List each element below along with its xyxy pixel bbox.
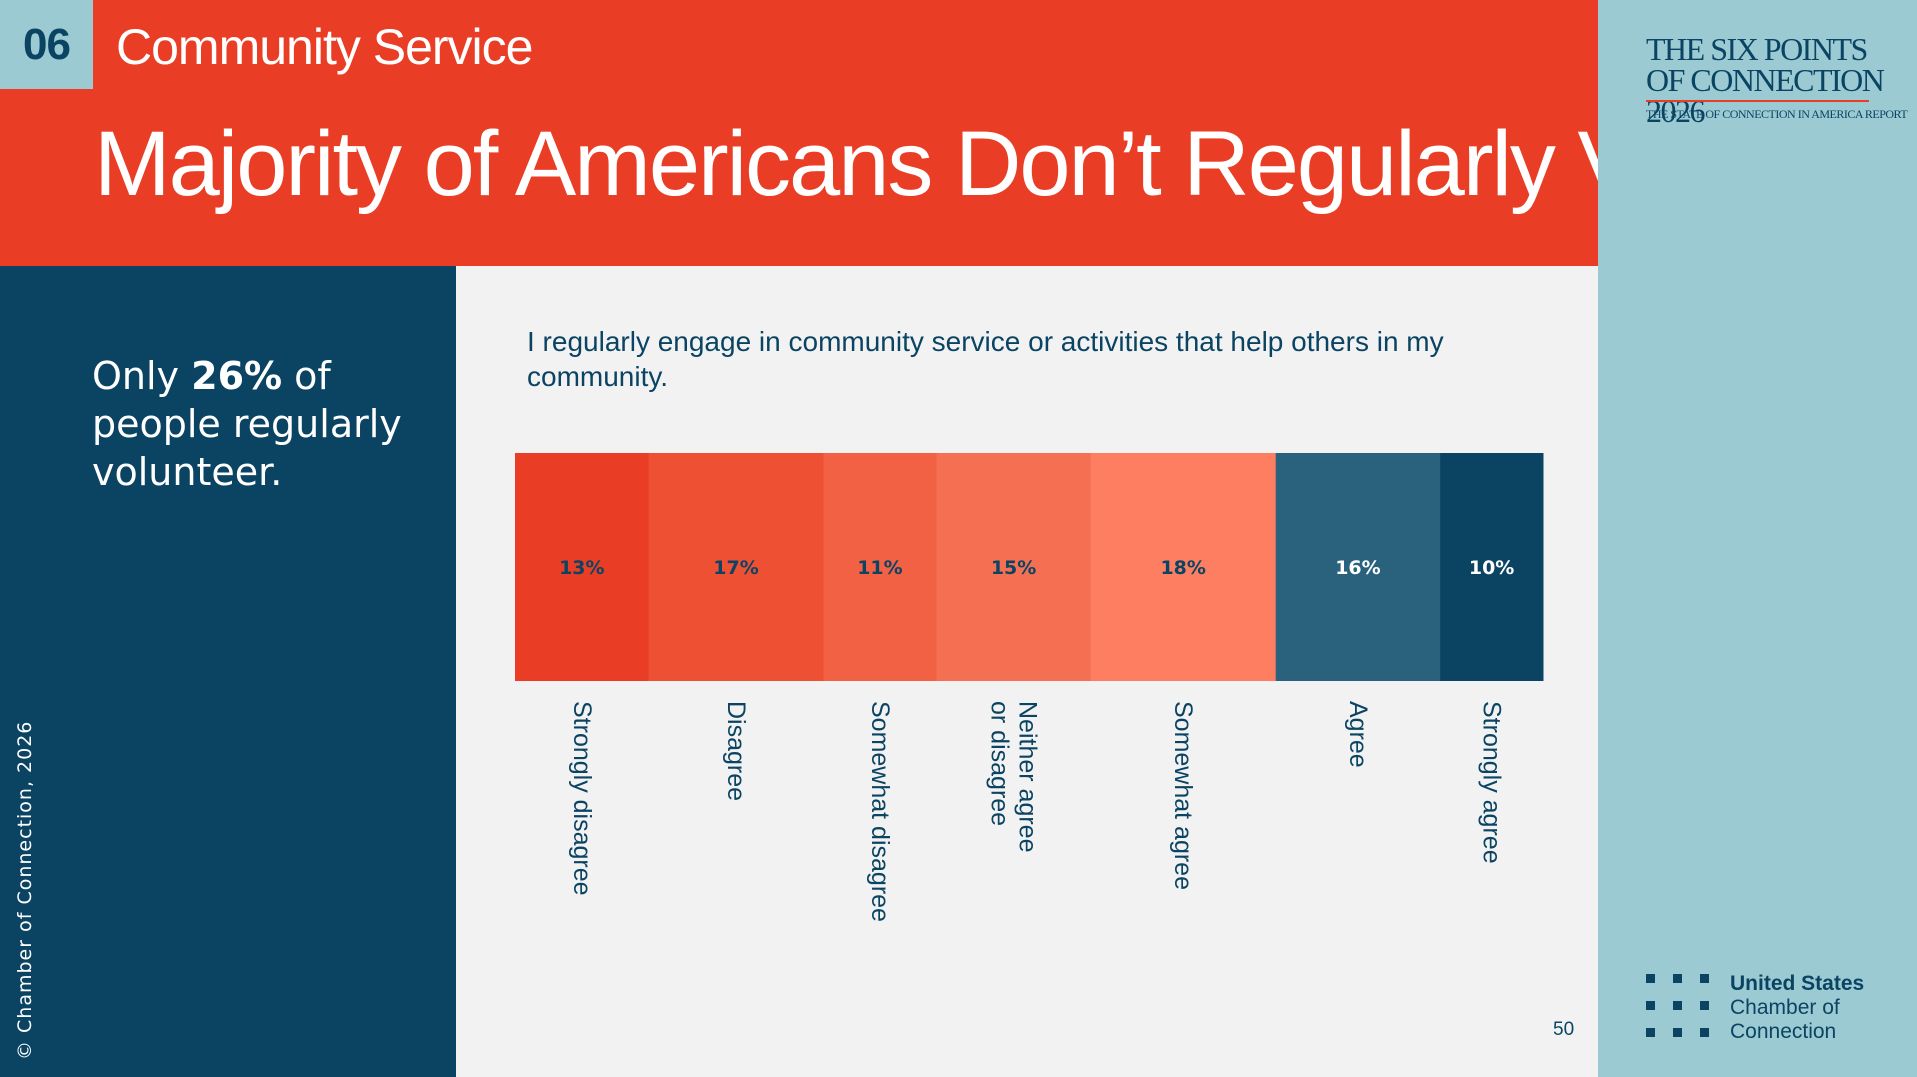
bar-segment [1440, 453, 1544, 681]
bar-segment [648, 453, 824, 681]
bar-value-label: 11% [857, 557, 902, 579]
category-label-line: Strongly agree [1478, 701, 1506, 864]
org-name-line-1: United States [1730, 972, 1865, 995]
chart-title: I regularly engage in community service … [527, 326, 1444, 392]
category-label: Strongly disagree [568, 701, 596, 896]
bar-value-label: 18% [1160, 557, 1205, 579]
category-label: Agree [1344, 701, 1372, 768]
section-number: 06 [23, 19, 71, 69]
bar-value-label: 13% [559, 557, 604, 579]
bar-segment [936, 453, 1092, 681]
category-label: Disagree [722, 701, 750, 801]
bar-segment [1275, 453, 1441, 681]
left-panel: Only 26% of people regularly volunteer. [0, 266, 456, 1077]
header-banner: 06 Community Service Majority of America… [0, 0, 1917, 266]
category-label-line: Agree [1344, 701, 1372, 768]
category-label: Somewhat disagree [866, 701, 894, 922]
key-stat: Only 26% of people regularly volunteer. [92, 352, 432, 496]
org-name: United States Chamber of Connection [1730, 972, 1864, 1044]
bar-segment [1090, 453, 1277, 681]
dot-grid-icon [1646, 974, 1712, 1040]
report-title-rule [1646, 100, 1869, 102]
bar-value-label: 10% [1469, 557, 1514, 579]
section-number-box: 06 [0, 0, 93, 89]
category-label: Somewhat agree [1169, 701, 1197, 890]
bar-value-label: 16% [1335, 557, 1380, 579]
category-label-line: Strongly disagree [568, 701, 596, 896]
bar-value-label: 15% [991, 557, 1036, 579]
key-stat-value: 26% [191, 354, 283, 398]
section-name: Community Service [116, 19, 533, 75]
category-label: Strongly agree [1478, 701, 1506, 864]
right-panel: THE SIX POINTS OF CONNECTION 2026 THE ST… [1598, 0, 1917, 1077]
bar-segment [823, 453, 937, 681]
category-label-line: or disagree [986, 701, 1014, 826]
org-logo: United States Chamber of Connection [1646, 972, 1886, 1044]
page-number: 50 [1553, 1019, 1575, 1040]
key-stat-prefix: Only [92, 354, 192, 398]
category-label-line: Neither agree [1014, 701, 1042, 852]
copyright: © Chamber of Connection, 2026 [14, 720, 36, 1060]
category-label-line: Disagree [722, 701, 750, 801]
key-stat-suffix: of people regularly volunteer. [92, 354, 402, 494]
org-name-line-2: Chamber of [1730, 996, 1840, 1019]
bar-value-label: 17% [713, 557, 758, 579]
category-label-line: Somewhat disagree [866, 701, 894, 922]
category-label-line: Somewhat agree [1169, 701, 1197, 890]
bar-segment [515, 453, 650, 681]
report-subtitle: THE STATE OF CONNECTION IN AMERICA REPOR… [1646, 107, 1908, 121]
stacked-bar-chart: 13% Strongly disagree 17% Disagree 11% Somewh… [515, 453, 1544, 922]
org-name-line-3: Connection [1730, 1020, 1837, 1043]
